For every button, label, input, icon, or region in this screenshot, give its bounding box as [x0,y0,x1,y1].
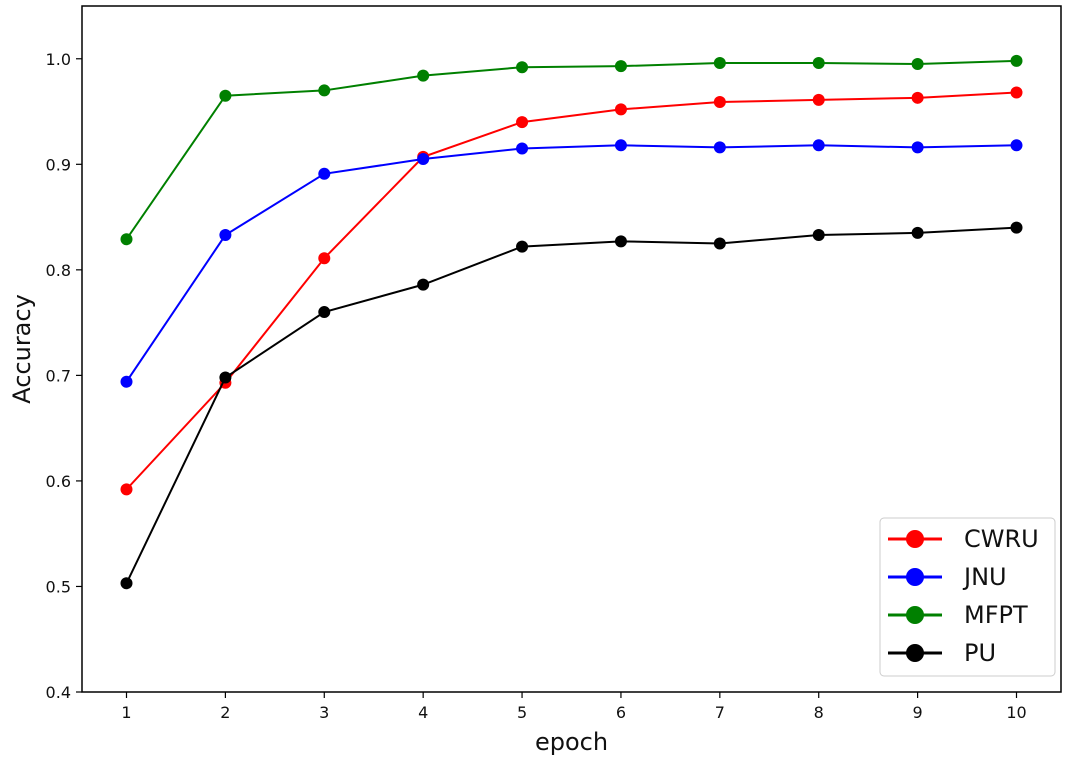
legend-label-jnu: JNU [962,563,1007,591]
series-pu [120,221,1023,590]
data-point-cwru [1010,86,1023,99]
legend-label-pu: PU [964,639,996,667]
data-point-mfpt [911,58,924,71]
x-tick-label: 5 [517,703,527,722]
series-layer [120,54,1023,590]
legend-item-mfpt: MFPT [888,601,1028,629]
x-tick-label: 2 [220,703,230,722]
y-tick-label: 0.6 [46,472,71,491]
x-axis-ticks: 1 2 3 4 5 6 7 8 9 10 [121,692,1027,722]
x-tick-label: 10 [1006,703,1026,722]
data-point-pu [120,577,133,590]
data-point-jnu [614,139,627,152]
legend-marker-pu [906,644,924,662]
y-axis-label: Accuracy [8,294,36,404]
legend-marker-cwru [906,530,924,548]
data-point-pu [516,240,529,253]
series-jnu [120,139,1023,388]
data-point-pu [713,237,726,250]
data-point-jnu [417,153,430,166]
x-tick-label: 7 [715,703,725,722]
x-tick-label: 3 [319,703,329,722]
legend-item-cwru: CWRU [888,525,1039,553]
data-point-pu [812,229,825,242]
data-point-cwru [911,91,924,104]
data-point-mfpt [219,89,232,102]
data-point-cwru [120,483,133,496]
series-line-cwru [125,91,1017,491]
legend-box [879,517,1056,677]
legend-marker-jnu [906,568,924,586]
data-point-jnu [713,141,726,154]
series-line-mfpt [125,59,1017,240]
y-tick-label: 0.8 [46,261,71,280]
data-point-pu [911,226,924,239]
data-point-mfpt [318,84,331,97]
y-tick-label: 0.5 [46,577,71,596]
series-mfpt [120,54,1023,246]
legend-label-cwru: CWRU [964,525,1039,553]
x-tick-label: 9 [913,703,923,722]
x-axis-label: epoch [535,728,608,756]
legend-label-mfpt: MFPT [964,601,1028,629]
y-tick-label: 1.0 [46,50,71,69]
data-point-jnu [911,141,924,154]
y-tick-label: 0.7 [46,366,71,385]
x-tick-label: 8 [814,703,824,722]
y-axis-ticks: 0.4 0.5 0.6 0.7 0.8 0.9 1.0 [46,50,82,702]
data-point-cwru [516,116,529,129]
series-line-pu [125,226,1017,584]
y-tick-label: 0.4 [46,683,71,702]
data-point-mfpt [1010,54,1023,67]
data-point-pu [219,371,232,384]
x-tick-label: 4 [418,703,428,722]
data-point-cwru [614,103,627,116]
data-point-cwru [713,96,726,109]
data-point-jnu [516,142,529,155]
data-point-mfpt [516,61,529,74]
data-point-pu [318,306,331,319]
data-point-mfpt [812,56,825,69]
legend-marker-mfpt [906,606,924,624]
data-point-jnu [318,167,331,180]
data-point-mfpt [417,69,430,82]
legend: CWRU JNU MFPT PU [879,517,1056,677]
legend-item-jnu: JNU [888,563,1007,591]
series-line-jnu [125,144,1017,383]
data-point-mfpt [713,56,726,69]
y-tick-label: 0.9 [46,155,71,174]
data-point-jnu [219,229,232,242]
data-point-jnu [812,139,825,152]
data-point-pu [614,235,627,248]
data-point-pu [417,278,430,291]
x-tick-label: 6 [616,703,626,722]
data-point-cwru [318,252,331,265]
data-point-mfpt [120,233,133,246]
x-tick-label: 1 [121,703,131,722]
data-point-jnu [120,375,133,388]
data-point-jnu [1010,139,1023,152]
data-point-cwru [812,93,825,106]
data-point-pu [1010,221,1023,234]
legend-item-pu: PU [888,639,996,667]
data-point-mfpt [614,60,627,73]
